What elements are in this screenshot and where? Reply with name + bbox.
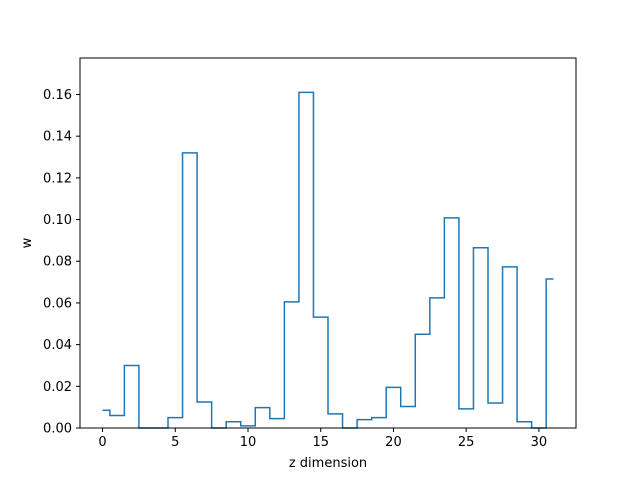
x-tick-label: 25	[458, 435, 475, 450]
plot-frame	[79, 57, 577, 429]
x-tick-label: 15	[312, 435, 329, 450]
x-tick-label: 20	[385, 435, 402, 450]
x-axis-label: z dimension	[289, 456, 367, 471]
y-axis-label: w	[20, 237, 35, 248]
x-tick-label: 0	[98, 435, 106, 450]
series-step-line-0	[102, 91, 554, 429]
y-tick-label: 0.14	[43, 130, 72, 145]
y-tick-label: 0.06	[43, 296, 72, 311]
x-tick-label: 5	[171, 435, 179, 450]
y-tick-label: 0.12	[43, 171, 72, 186]
y-tick-label: 0.00	[43, 422, 72, 437]
y-tick-label: 0.10	[43, 213, 72, 228]
y-tick-label: 0.08	[43, 255, 72, 270]
y-tick-label: 0.16	[43, 88, 72, 103]
x-tick-label: 30	[531, 435, 548, 450]
y-tick-label: 0.04	[43, 338, 72, 353]
x-tick-label: 10	[240, 435, 257, 450]
y-tick-label: 0.02	[43, 380, 72, 395]
